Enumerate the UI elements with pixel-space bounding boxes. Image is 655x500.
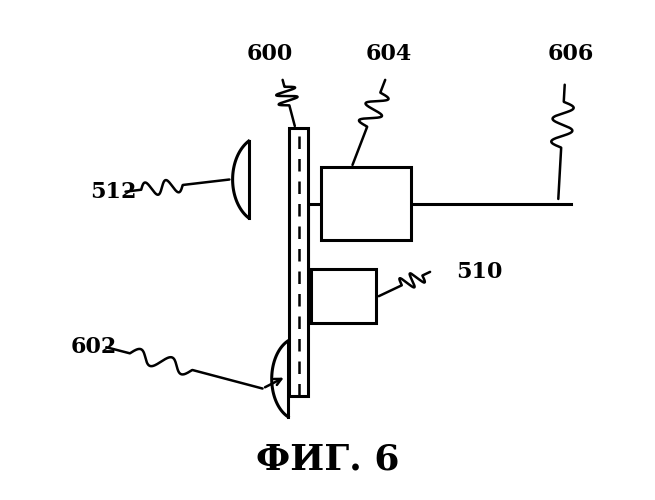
Text: 510: 510 <box>456 261 502 283</box>
Text: 602: 602 <box>71 336 117 358</box>
Text: 512: 512 <box>90 180 137 203</box>
Bar <box>321 168 411 240</box>
Bar <box>312 270 375 323</box>
Text: ФИГ. 6: ФИГ. 6 <box>255 442 400 476</box>
Bar <box>289 128 309 396</box>
Text: 606: 606 <box>548 44 594 66</box>
Text: 600: 600 <box>247 44 293 66</box>
Text: 604: 604 <box>365 44 411 66</box>
